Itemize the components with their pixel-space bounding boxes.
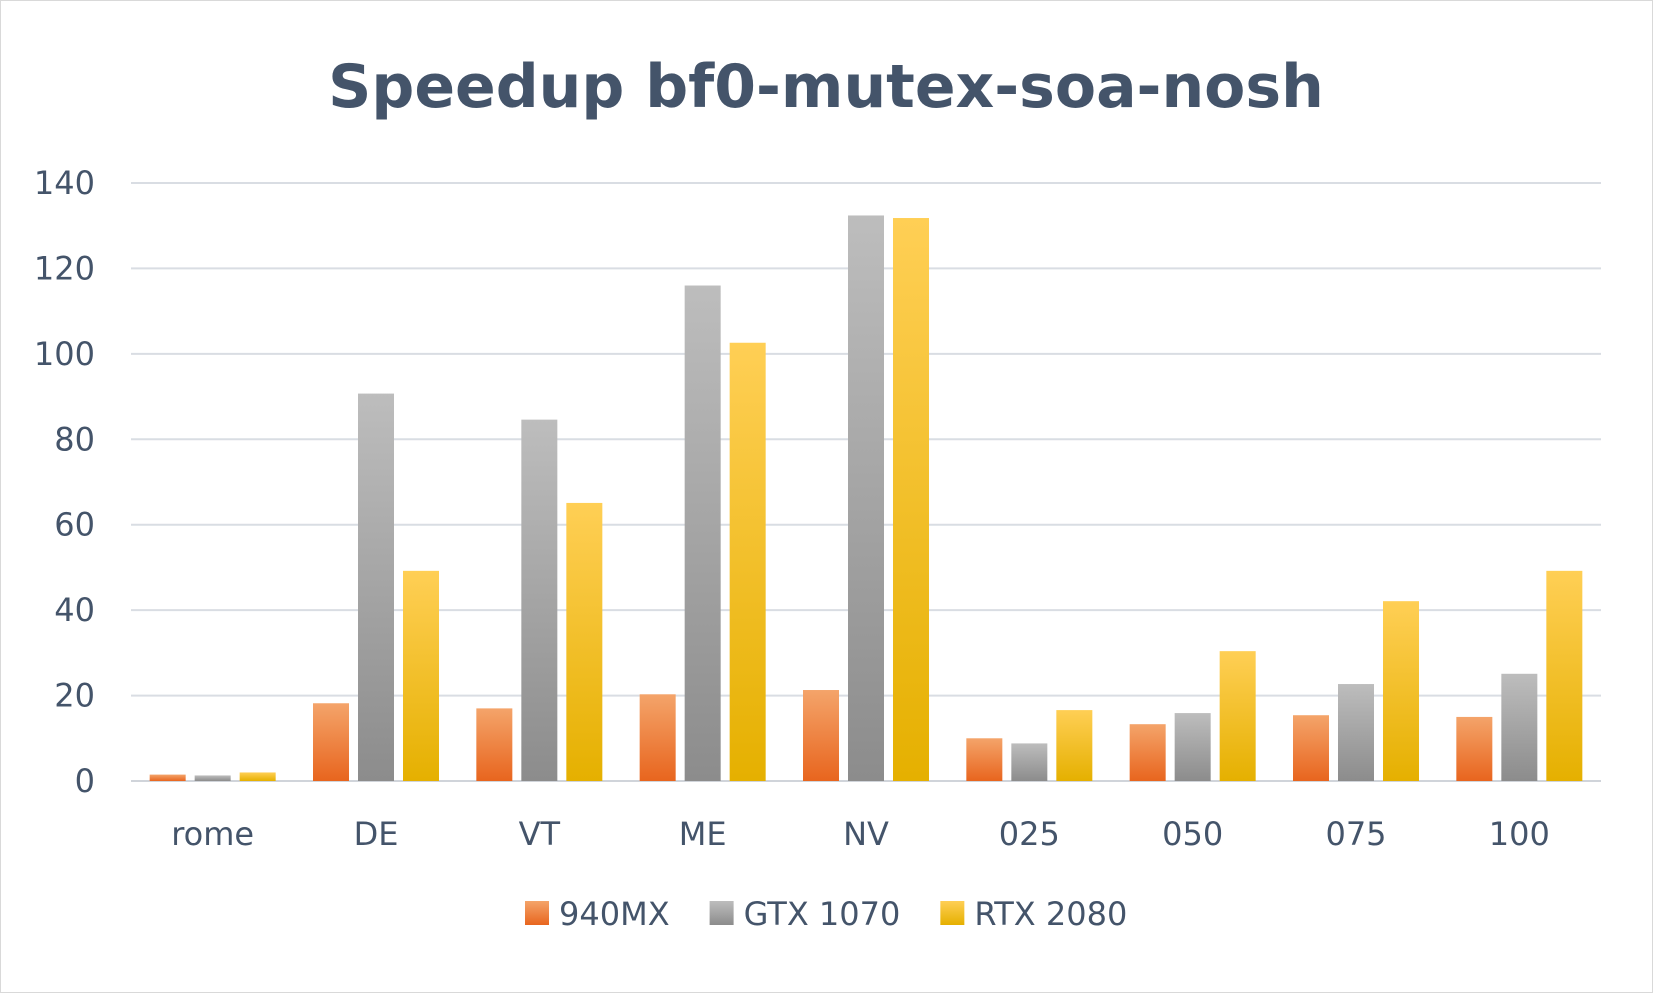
x-tick-label-025: 025 — [999, 815, 1060, 853]
legend-swatch-rtx-2080 — [940, 901, 965, 925]
bar-940mx-vt — [476, 708, 513, 781]
bar-gtx-1070-100 — [1501, 673, 1538, 781]
legend-label-gtx-1070: GTX 1070 — [744, 895, 901, 933]
x-tick-label-075: 075 — [1325, 815, 1386, 853]
bar-gtx-1070-vt — [521, 419, 558, 781]
y-tick-label-60: 60 — [54, 506, 95, 544]
bar-940mx-025 — [966, 738, 1003, 781]
x-tick-label-me: ME — [679, 815, 727, 853]
bar-gtx-1070-de — [358, 393, 394, 781]
bar-940mx-rome — [149, 774, 186, 781]
y-axis-tick-labels: 0 20 40 60 80 100 120 140 — [34, 164, 95, 800]
x-tick-label-vt: VT — [519, 815, 561, 853]
bar-rtx-2080-me — [729, 342, 766, 781]
bar-rtx-2080-050 — [1219, 651, 1256, 781]
bar-gtx-1070-rome — [194, 775, 231, 781]
bar-rtx-2080-nv — [893, 218, 929, 782]
x-axis-tick-labels: rome DE VT ME NV 025 050 075 100 — [171, 815, 1550, 853]
bar-gtx-1070-025 — [1011, 743, 1048, 781]
legend-swatch-940mx — [525, 901, 549, 925]
chart-title: Speedup bf0-mutex-soa-nosh — [328, 52, 1324, 122]
bar-rtx-2080-100 — [1546, 570, 1583, 781]
bar-rtx-2080-de — [403, 570, 439, 781]
bar-940mx-nv — [803, 690, 839, 781]
y-tick-label-40: 40 — [54, 591, 95, 629]
y-tick-label-0: 0 — [75, 762, 95, 800]
x-tick-label-rome: rome — [171, 815, 254, 853]
y-tick-label-140: 140 — [34, 164, 95, 202]
legend-swatch-gtx-1070 — [709, 901, 734, 925]
bar-rtx-2080-rome — [239, 772, 276, 781]
bar-gtx-1070-me — [684, 285, 721, 781]
bar-rtx-2080-vt — [566, 502, 603, 781]
bar-940mx-050 — [1129, 724, 1166, 781]
x-tick-label-nv: NV — [843, 815, 889, 853]
x-tick-label-100: 100 — [1489, 815, 1550, 853]
bar-gtx-1070-075 — [1338, 684, 1374, 781]
y-tick-label-80: 80 — [54, 420, 95, 458]
y-tick-label-120: 120 — [34, 249, 95, 287]
legend-label-rtx-2080: RTX 2080 — [974, 895, 1127, 933]
bar-940mx-me — [639, 694, 676, 781]
x-tick-label-050: 050 — [1162, 815, 1223, 853]
bar-rtx-2080-025 — [1056, 710, 1093, 781]
y-tick-label-20: 20 — [54, 677, 95, 715]
bars — [149, 215, 1583, 782]
legend: 940MX GTX 1070 RTX 2080 — [525, 895, 1127, 933]
bar-gtx-1070-nv — [848, 215, 884, 781]
bar-940mx-100 — [1456, 716, 1493, 781]
bar-940mx-075 — [1293, 715, 1329, 781]
y-tick-label-100: 100 — [34, 335, 95, 373]
bar-gtx-1070-050 — [1174, 713, 1211, 781]
bar-rtx-2080-075 — [1383, 601, 1419, 781]
x-tick-label-de: DE — [354, 815, 399, 853]
legend-label-940mx: 940MX — [559, 895, 670, 933]
bar-940mx-de — [313, 703, 349, 781]
